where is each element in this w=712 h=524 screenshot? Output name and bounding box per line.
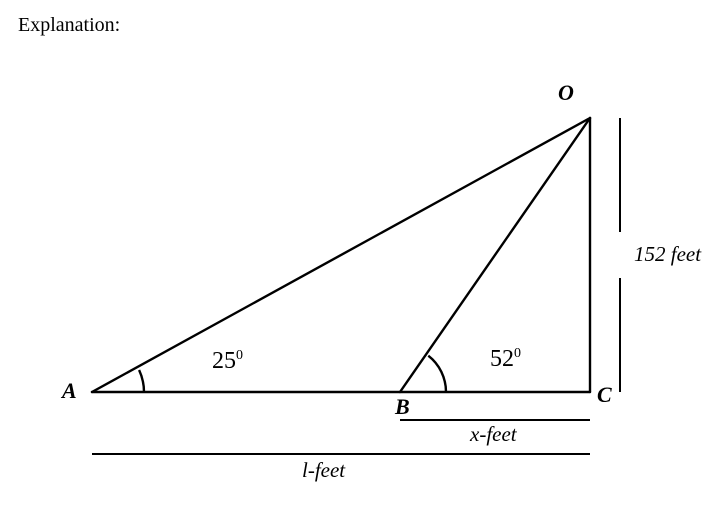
dim-OC-label: 152 feet bbox=[634, 242, 701, 267]
dim-AC-label: l-feet bbox=[302, 458, 345, 483]
angle-arc-A bbox=[139, 370, 144, 392]
diagram-canvas bbox=[0, 0, 712, 524]
angle-B-label: 520 bbox=[490, 346, 521, 373]
vertex-O-label: O bbox=[558, 80, 574, 106]
vertex-C-label: C bbox=[597, 382, 612, 408]
vertex-B-label: B bbox=[395, 394, 410, 420]
triangle-svg bbox=[0, 0, 712, 524]
angle-B-value: 52 bbox=[490, 346, 514, 372]
dim-BC-label: x-feet bbox=[470, 422, 517, 447]
angle-A-value: 25 bbox=[212, 348, 236, 374]
vertex-A-label: A bbox=[62, 378, 77, 404]
angle-A-label: 250 bbox=[212, 348, 243, 375]
angle-arc-B bbox=[428, 356, 446, 392]
